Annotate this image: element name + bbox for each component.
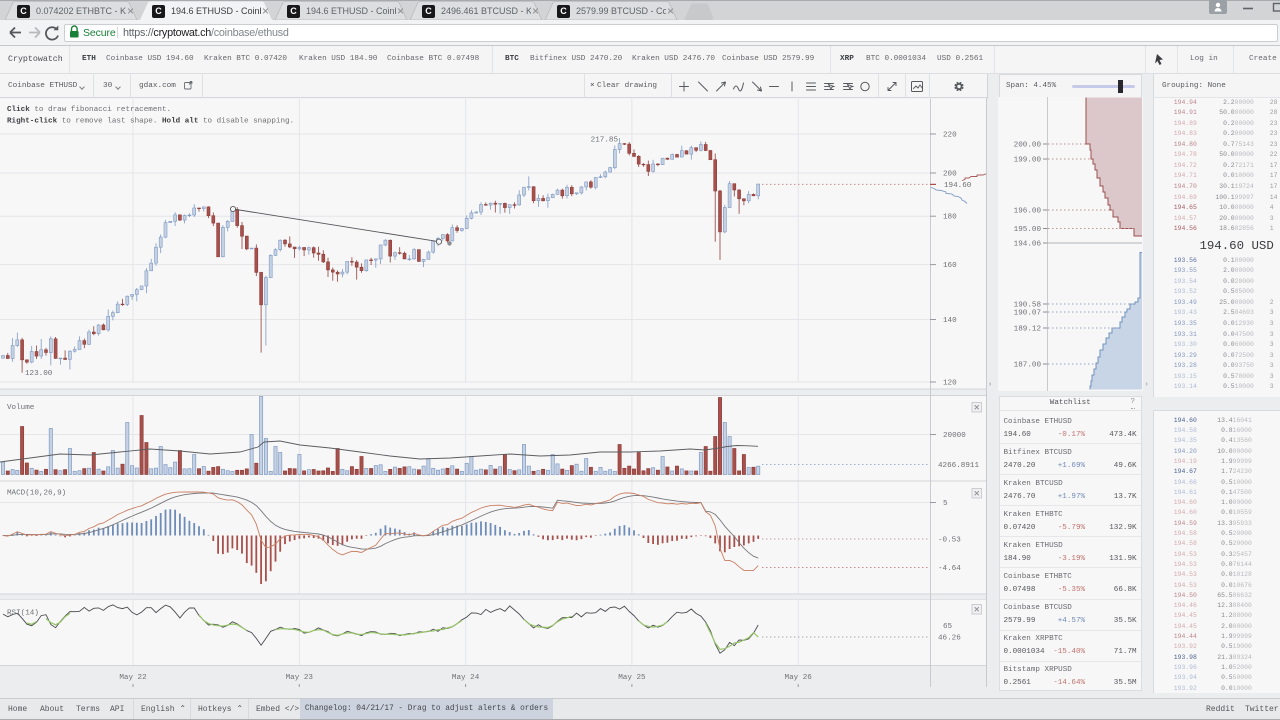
svg-text:May 22: May 22 (119, 674, 147, 682)
svg-text:120: 120 (943, 380, 957, 388)
svg-text:-4.64: -4.64 (938, 565, 961, 573)
svg-text:Click to draw fibonacci retrac: Click to draw fibonacci retracement. (7, 106, 171, 114)
svg-text:5: 5 (943, 500, 948, 508)
svg-text:-0.53: -0.53 (938, 537, 961, 545)
svg-text:May 25: May 25 (618, 674, 646, 682)
svg-text:65: 65 (943, 623, 953, 631)
svg-text:190.07: 190.07 (1014, 310, 1041, 318)
svg-text:140: 140 (943, 317, 957, 325)
svg-text:217.85: 217.85 (591, 137, 619, 145)
svg-text:20000: 20000 (943, 432, 966, 440)
svg-text:May 26: May 26 (785, 674, 813, 682)
svg-text:194.60: 194.60 (944, 182, 972, 190)
svg-text:187.00: 187.00 (1014, 362, 1042, 370)
svg-text:160: 160 (943, 262, 957, 270)
svg-text:200: 200 (943, 171, 957, 179)
svg-text:220: 220 (943, 132, 957, 140)
svg-text:190.58: 190.58 (1014, 302, 1042, 310)
svg-text:46.26: 46.26 (938, 635, 961, 643)
svg-text:123.00: 123.00 (25, 370, 53, 378)
svg-text:May 23: May 23 (286, 674, 314, 682)
svg-text:MACD(10,26,9): MACD(10,26,9) (7, 490, 66, 498)
svg-text:4266.8911: 4266.8911 (938, 462, 979, 470)
svg-text:180: 180 (943, 214, 957, 222)
svg-text:189.12: 189.12 (1014, 326, 1042, 334)
svg-text:195.00: 195.00 (1014, 226, 1042, 234)
svg-text:RSI(14): RSI(14) (7, 610, 39, 618)
svg-text:199.00: 199.00 (1014, 157, 1042, 165)
svg-text:May 24: May 24 (452, 674, 480, 682)
svg-text:Volume: Volume (7, 404, 35, 412)
svg-text:Right-click to remove last sha: Right-click to remove last shape. Hold a… (7, 118, 294, 126)
svg-text:196.00: 196.00 (1014, 208, 1042, 216)
svg-text:194.06: 194.06 (1014, 241, 1042, 249)
svg-text:200.00: 200.00 (1014, 142, 1042, 150)
